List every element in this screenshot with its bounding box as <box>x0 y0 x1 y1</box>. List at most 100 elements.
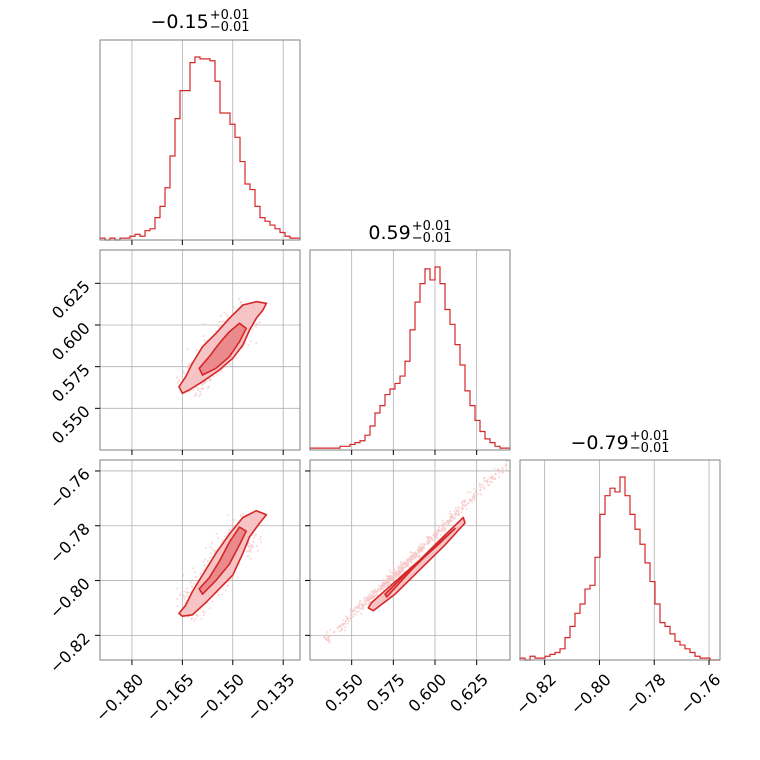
panel-0-1-ytick-label-0: 0.550 <box>48 402 94 448</box>
panel-1-2-point-233 <box>479 493 482 496</box>
param-2-minus-error: −0.01 <box>629 441 670 456</box>
panel-1-2-point-291 <box>435 529 438 532</box>
panel-1-2-point-601 <box>447 521 450 524</box>
panel-1-2-point-170 <box>474 491 477 494</box>
panel-0-2-point-72 <box>182 593 185 596</box>
panel-0-1-point-229 <box>199 393 202 396</box>
panel-1-2-point-343 <box>363 603 366 606</box>
panel-0-2-point-483 <box>222 587 225 590</box>
panel-1-2-point-87 <box>449 517 452 520</box>
panel-1-2-point-156 <box>349 607 352 610</box>
panel-1-2-point-612 <box>402 567 405 570</box>
panel-1-2-point-522 <box>341 623 344 626</box>
panel-0-2-point-290 <box>216 537 219 540</box>
panel-0-1-point-226 <box>218 320 221 323</box>
panel-1-2-point-451 <box>404 564 407 567</box>
panel-1-2-point-485 <box>504 462 507 465</box>
panel-1-2-point-547 <box>338 630 341 633</box>
panel-1-2-point-582 <box>452 516 455 519</box>
panel-1-2-point-631 <box>344 620 347 623</box>
panel-0-1-point-501 <box>187 367 190 370</box>
panel-1-2-point-563 <box>419 542 422 545</box>
panel-1-2-point-403 <box>448 512 451 515</box>
panel-1-2-point-639 <box>473 499 476 502</box>
panel-0-2-point-188 <box>255 544 258 547</box>
panel-1-2-point-425 <box>363 604 366 607</box>
panel-0-1-point-395 <box>258 321 261 324</box>
panel-1-2-point-415 <box>394 573 397 576</box>
panel-1-2-point-637 <box>387 576 390 579</box>
hist-0-grid <box>131 40 284 240</box>
panel-0-2-point-244 <box>259 537 262 540</box>
panel-1-2-point-634 <box>406 559 409 562</box>
panel-0-2-point-190 <box>195 614 198 617</box>
panel-0-2-point-503 <box>223 535 226 538</box>
panel-1-2-point-380 <box>340 627 343 630</box>
panel-1-2-point-393 <box>478 482 481 485</box>
panel-0-2-point-165 <box>202 614 205 617</box>
panel-0-1-point-426 <box>220 370 223 373</box>
hist-1-grid <box>351 250 478 450</box>
panel-1-2-point-624 <box>409 558 412 561</box>
panel-0-1-point-516 <box>182 370 185 373</box>
panel-1-2-point-103 <box>498 475 501 478</box>
panel-1-2-point-43 <box>504 465 507 468</box>
panel-0-1-point-622 <box>188 390 191 393</box>
panel-0-1-point-615 <box>223 311 226 314</box>
panel-1-2-point-109 <box>493 467 496 470</box>
panel-0-1-point-271 <box>181 359 184 362</box>
panel-1-2-point-239 <box>464 503 467 506</box>
panel-0-1-point-64 <box>251 328 254 331</box>
panel-1-2-point-626 <box>473 495 476 498</box>
panel-0-1-point-329 <box>182 372 185 375</box>
hist-1-frame <box>309 249 511 451</box>
panel-0-2-point-565 <box>179 593 182 596</box>
panel-0-1-point-482 <box>238 297 241 300</box>
hist-2-xtick-label-1: −0.80 <box>567 670 615 718</box>
panel-1-2-point-289 <box>492 477 495 480</box>
panel-1-2-point-421 <box>380 585 383 588</box>
panel-1-2-point-60 <box>465 507 468 510</box>
panel-1-2-point-623 <box>503 457 505 459</box>
panel-0-2-point-508 <box>227 584 230 587</box>
panel-1-2-point-182 <box>369 592 372 595</box>
panel-1-2-point-456 <box>423 542 426 545</box>
panel-1-2-point-483 <box>453 510 456 513</box>
panel-0-2-point-400 <box>194 571 197 574</box>
panel-1-2-point-569 <box>355 606 358 609</box>
panel-1-2-point-589 <box>388 581 391 584</box>
panel-1-2-point-345 <box>429 540 432 543</box>
panel-1-2-point-295 <box>474 489 477 492</box>
panel-1-2-point-273 <box>501 468 504 471</box>
panel-0-2-point-572 <box>247 545 250 548</box>
panel-0-1-point-533 <box>201 384 204 387</box>
panel-1-2-point-447 <box>479 484 482 487</box>
panel-0-2-xtick-label-3: −0.135 <box>243 670 298 725</box>
panel-1-2-point-268 <box>355 613 358 616</box>
panel-1-2-point-326 <box>488 484 491 487</box>
hist-2-grid <box>544 460 710 660</box>
panel-1-2-point-341 <box>363 598 366 601</box>
panel-0-1-point-288 <box>194 394 197 397</box>
panel-1-2-point-632 <box>327 636 330 639</box>
panel-1-2-point-59 <box>483 479 486 482</box>
panel-1-2-point-513 <box>442 522 445 525</box>
panel-1-2-point-542 <box>343 622 346 625</box>
panel-1-2-point-590 <box>444 521 447 524</box>
panel-1-2-point-438 <box>333 630 336 633</box>
panel-1-2-point-265 <box>365 603 368 606</box>
panel-0-1-point-200 <box>247 344 250 347</box>
panel-1-2-point-470 <box>483 477 486 480</box>
param-0-title: −0.15 +0.01 −0.01 <box>150 9 249 34</box>
panel-0-2-point-463 <box>237 576 240 579</box>
panel-1-2-point-573 <box>383 583 386 586</box>
panel-0-1-point-456 <box>187 363 190 366</box>
panel-0-1-point-546 <box>195 392 198 395</box>
hist-2-steps <box>519 476 720 661</box>
panel-0-2-contour-inner <box>198 526 247 596</box>
panel-1-2-point-253 <box>481 483 484 486</box>
panel-1-2-point-368 <box>408 565 411 568</box>
panel-0-1-point-631 <box>209 379 212 382</box>
panel-1-2-point-300 <box>395 570 398 573</box>
hist-2-xtick-label-0: −0.82 <box>512 670 560 718</box>
